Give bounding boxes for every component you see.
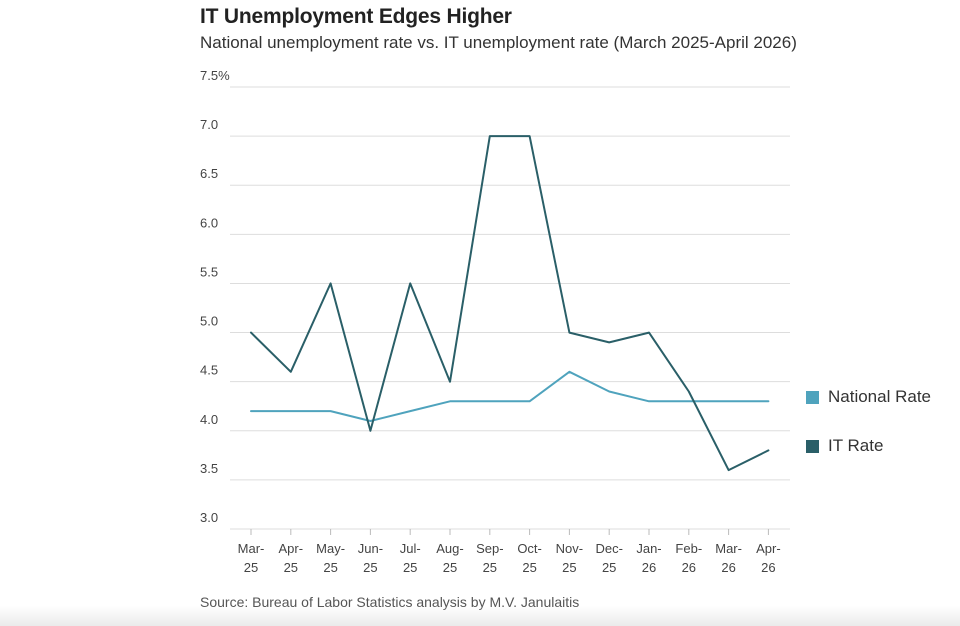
footer-fade	[0, 606, 960, 626]
x-tick-label: 25	[363, 560, 377, 575]
legend-label-national: National Rate	[828, 387, 932, 406]
y-tick-label: 5.5	[200, 264, 218, 279]
x-tick-label: Jun-	[358, 541, 383, 556]
y-tick-label: 6.5	[200, 166, 218, 181]
x-tick-label: 25	[483, 560, 497, 575]
x-tick-label: Feb-	[675, 541, 702, 556]
y-tick-label: 5.0	[200, 314, 218, 329]
x-tick-label: Mar-	[715, 541, 742, 556]
x-tick-label: 26	[642, 560, 656, 575]
y-tick-label: 4.0	[200, 412, 218, 427]
chart-title: IT Unemployment Edges Higher	[200, 5, 512, 28]
x-tick-label: Sep-	[476, 541, 503, 556]
x-tick-label: Jan-	[636, 541, 661, 556]
y-tick-label: 3.5	[200, 461, 218, 476]
series-line-it	[250, 135, 770, 472]
x-tick-label: Oct-	[517, 541, 542, 556]
x-tick-label: Jul-	[400, 541, 421, 556]
legend-swatch-national	[806, 390, 819, 404]
y-tick-label: 3.0	[200, 510, 218, 525]
x-tick-label: 25	[284, 560, 298, 575]
y-tick-label: 7.0	[200, 117, 218, 132]
legend-label-it: IT Rate	[828, 436, 884, 455]
x-tick-label: Apr-	[279, 541, 304, 556]
y-tick-label: 7.5%	[200, 68, 230, 83]
x-tick-label: 25	[562, 560, 576, 575]
x-tick-label: Apr-	[756, 541, 781, 556]
x-tick-label: 25	[522, 560, 536, 575]
x-tick-label: 25	[244, 560, 258, 575]
x-axis-ticks: Mar- 25 Apr- 25 May- 25 Jun- 25 Jul- 25 Aug- 25 Sep-…	[238, 529, 781, 575]
legend: National Rate IT Rate	[806, 385, 931, 483]
y-tick-label: 6.0	[200, 215, 218, 230]
grid-layer	[230, 86, 790, 530]
x-tick-label: 25	[602, 560, 616, 575]
legend-item-national: National Rate	[806, 385, 931, 409]
x-tick-label: 26	[682, 560, 696, 575]
y-tick-label: 4.5	[200, 363, 218, 378]
y-axis-ticks: 3.0 3.5 4.0 4.5 5.0 5.5 6.0 6.5 7.0 7.5%	[200, 68, 230, 525]
x-tick-label: 25	[443, 560, 457, 575]
series-line-national	[250, 370, 770, 422]
chart-subtitle: National unemployment rate vs. IT unempl…	[200, 33, 797, 52]
x-tick-label: Mar-	[238, 541, 265, 556]
x-tick-label: 25	[323, 560, 337, 575]
x-tick-label: 26	[721, 560, 735, 575]
legend-item-it: IT Rate	[806, 434, 931, 458]
x-tick-label: Dec-	[595, 541, 622, 556]
x-tick-label: 25	[403, 560, 417, 575]
x-tick-label: 26	[761, 560, 775, 575]
legend-swatch-it	[806, 439, 819, 453]
x-tick-label: Aug-	[436, 541, 463, 556]
series-layer	[250, 135, 770, 472]
x-tick-label: May-	[316, 541, 345, 556]
x-tick-label: Nov-	[556, 541, 583, 556]
